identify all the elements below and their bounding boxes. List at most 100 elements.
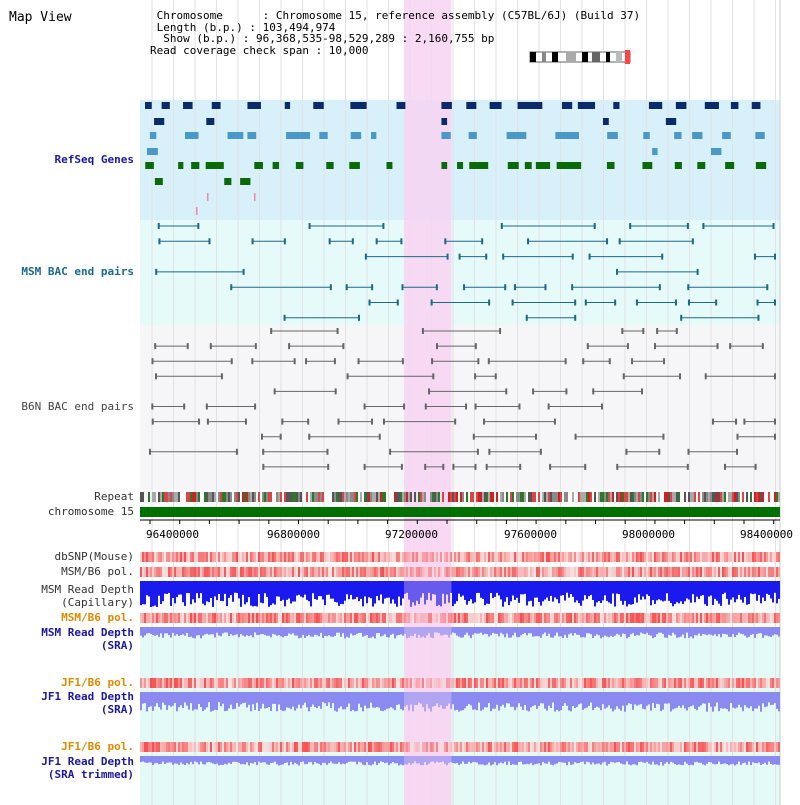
repeat-segment	[320, 492, 322, 502]
msm-depth-capillary	[330, 581, 332, 599]
msm-depth-capillary	[164, 581, 166, 594]
dbsnp-heat	[370, 552, 372, 562]
jf1-depth-sra	[192, 692, 194, 711]
jf1-depth-trimmed	[664, 756, 666, 764]
b6n-bac-pair	[326, 448, 329, 455]
jf1-depth-sra	[392, 692, 394, 709]
jf1-depth-sra	[664, 692, 666, 704]
msm-depth-sra	[440, 627, 442, 636]
track-label-jf1-depth-trimmed: JF1 Read Depth (SRA trimmed)	[41, 755, 134, 781]
msm-b6-pol-heat	[346, 567, 348, 577]
msm-depth-capillary	[572, 581, 574, 597]
msm-depth-capillary	[492, 581, 494, 599]
jf1-depth-sra	[716, 692, 718, 703]
repeat-segment	[546, 492, 548, 502]
jf1-b6-pol-2-heat	[678, 742, 680, 752]
jf1-b6-pol-2-heat	[544, 742, 546, 752]
msm-depth-capillary	[548, 581, 550, 601]
msm-bac-pair	[308, 223, 311, 229]
msm-b6-pol-heat	[438, 567, 440, 577]
jf1-b6-pol-2-heat	[564, 742, 566, 752]
msm-b6-pol-heat	[640, 567, 642, 577]
jf1-depth-trimmed	[480, 756, 482, 765]
jf1-depth-sra	[550, 692, 552, 709]
jf1-b6-pol-heat	[506, 678, 508, 688]
jf1-b6-pol-2-heat	[320, 742, 322, 752]
jf1-depth-trimmed	[356, 756, 358, 765]
jf1-b6-pol-heat	[368, 678, 370, 688]
jf1-depth-sra	[590, 692, 592, 703]
dbsnp-heat	[608, 552, 610, 562]
jf1-depth-trimmed	[296, 756, 298, 765]
jf1-depth-trimmed	[602, 756, 604, 763]
jf1-b6-pol-2-heat	[476, 742, 478, 752]
jf1-b6-pol-2-heat	[672, 742, 674, 752]
msm-depth-sra	[422, 627, 424, 637]
jf1-b6-pol-2-heat	[658, 742, 660, 752]
msm-b6-pol-2-heat	[690, 613, 692, 623]
jf1-depth-sra	[420, 692, 422, 704]
jf1-depth-trimmed	[526, 756, 528, 764]
track-label-refseq-genes[interactable]: RefSeq Genes	[54, 153, 134, 166]
msm-depth-capillary	[444, 581, 446, 604]
jf1-depth-sra	[648, 692, 650, 705]
track-label-b6n-bac[interactable]: B6N BAC end pairs	[21, 400, 134, 413]
dbsnp-heat	[768, 552, 770, 562]
jf1-depth-trimmed	[726, 756, 728, 765]
b6n-bac-pair	[687, 448, 690, 455]
jf1-b6-pol-2-heat	[670, 742, 672, 752]
jf1-b6-pol-heat	[590, 678, 592, 688]
jf1-b6-pol-2-heat	[582, 742, 584, 752]
jf1-depth-sra	[668, 692, 670, 704]
msm-depth-sra	[166, 627, 168, 634]
jf1-b6-pol-heat	[758, 678, 760, 688]
jf1-depth-trimmed	[146, 756, 148, 764]
jf1-depth-sra	[174, 692, 176, 704]
msm-b6-pol-2-heat	[290, 613, 292, 623]
repeat-segment	[650, 492, 652, 502]
jf1-b6-pol-2-heat	[294, 742, 296, 752]
dbsnp-heat	[696, 552, 698, 562]
jf1-b6-pol-heat	[418, 678, 420, 688]
dbsnp-heat	[358, 552, 360, 562]
dbsnp-heat	[648, 552, 650, 562]
jf1-b6-pol-2-heat	[192, 742, 194, 752]
jf1-b6-pol-heat	[516, 678, 518, 688]
repeat-segment	[430, 492, 432, 502]
ideogram-band	[542, 52, 546, 62]
msm-depth-capillary	[734, 581, 736, 603]
jf1-depth-sra	[604, 692, 606, 709]
msm-depth-capillary	[566, 581, 568, 593]
jf1-depth-sra	[484, 692, 486, 708]
jf1-depth-sra	[506, 692, 508, 704]
msm-depth-sra	[350, 627, 352, 634]
msm-depth-sra	[238, 627, 240, 638]
jf1-depth-trimmed	[522, 756, 524, 765]
jf1-depth-trimmed	[512, 756, 514, 765]
msm-bac-pair	[364, 253, 367, 260]
msm-bac-pair	[396, 299, 399, 306]
jf1-b6-pol-2-heat	[638, 742, 640, 752]
msm-b6-pol-heat	[386, 567, 388, 577]
dbsnp-heat	[530, 552, 532, 562]
msm-b6-pol-heat	[384, 567, 386, 577]
msm-depth-sra	[418, 627, 420, 635]
jf1-b6-pol-heat	[302, 678, 304, 688]
jf1-b6-pol-2-heat	[304, 742, 306, 752]
jf1-b6-pol-heat	[458, 678, 460, 688]
msm-depth-capillary	[324, 581, 326, 606]
dbsnp-heat	[708, 552, 710, 562]
msm-b6-pol-2-heat	[706, 613, 708, 623]
dbsnp-heat	[674, 552, 676, 562]
msm-b6-pol-heat	[440, 567, 442, 577]
msm-b6-pol-heat	[214, 567, 216, 577]
msm-b6-pol-2-heat	[502, 613, 504, 623]
dbsnp-heat	[154, 552, 156, 562]
msm-depth-sra	[272, 627, 274, 634]
track-label-msm-bac[interactable]: MSM BAC end pairs	[21, 265, 134, 278]
jf1-b6-pol-heat	[222, 678, 224, 688]
repeat-segment	[620, 492, 622, 502]
dbsnp-heat	[460, 552, 462, 562]
msm-b6-pol-heat	[254, 567, 256, 577]
